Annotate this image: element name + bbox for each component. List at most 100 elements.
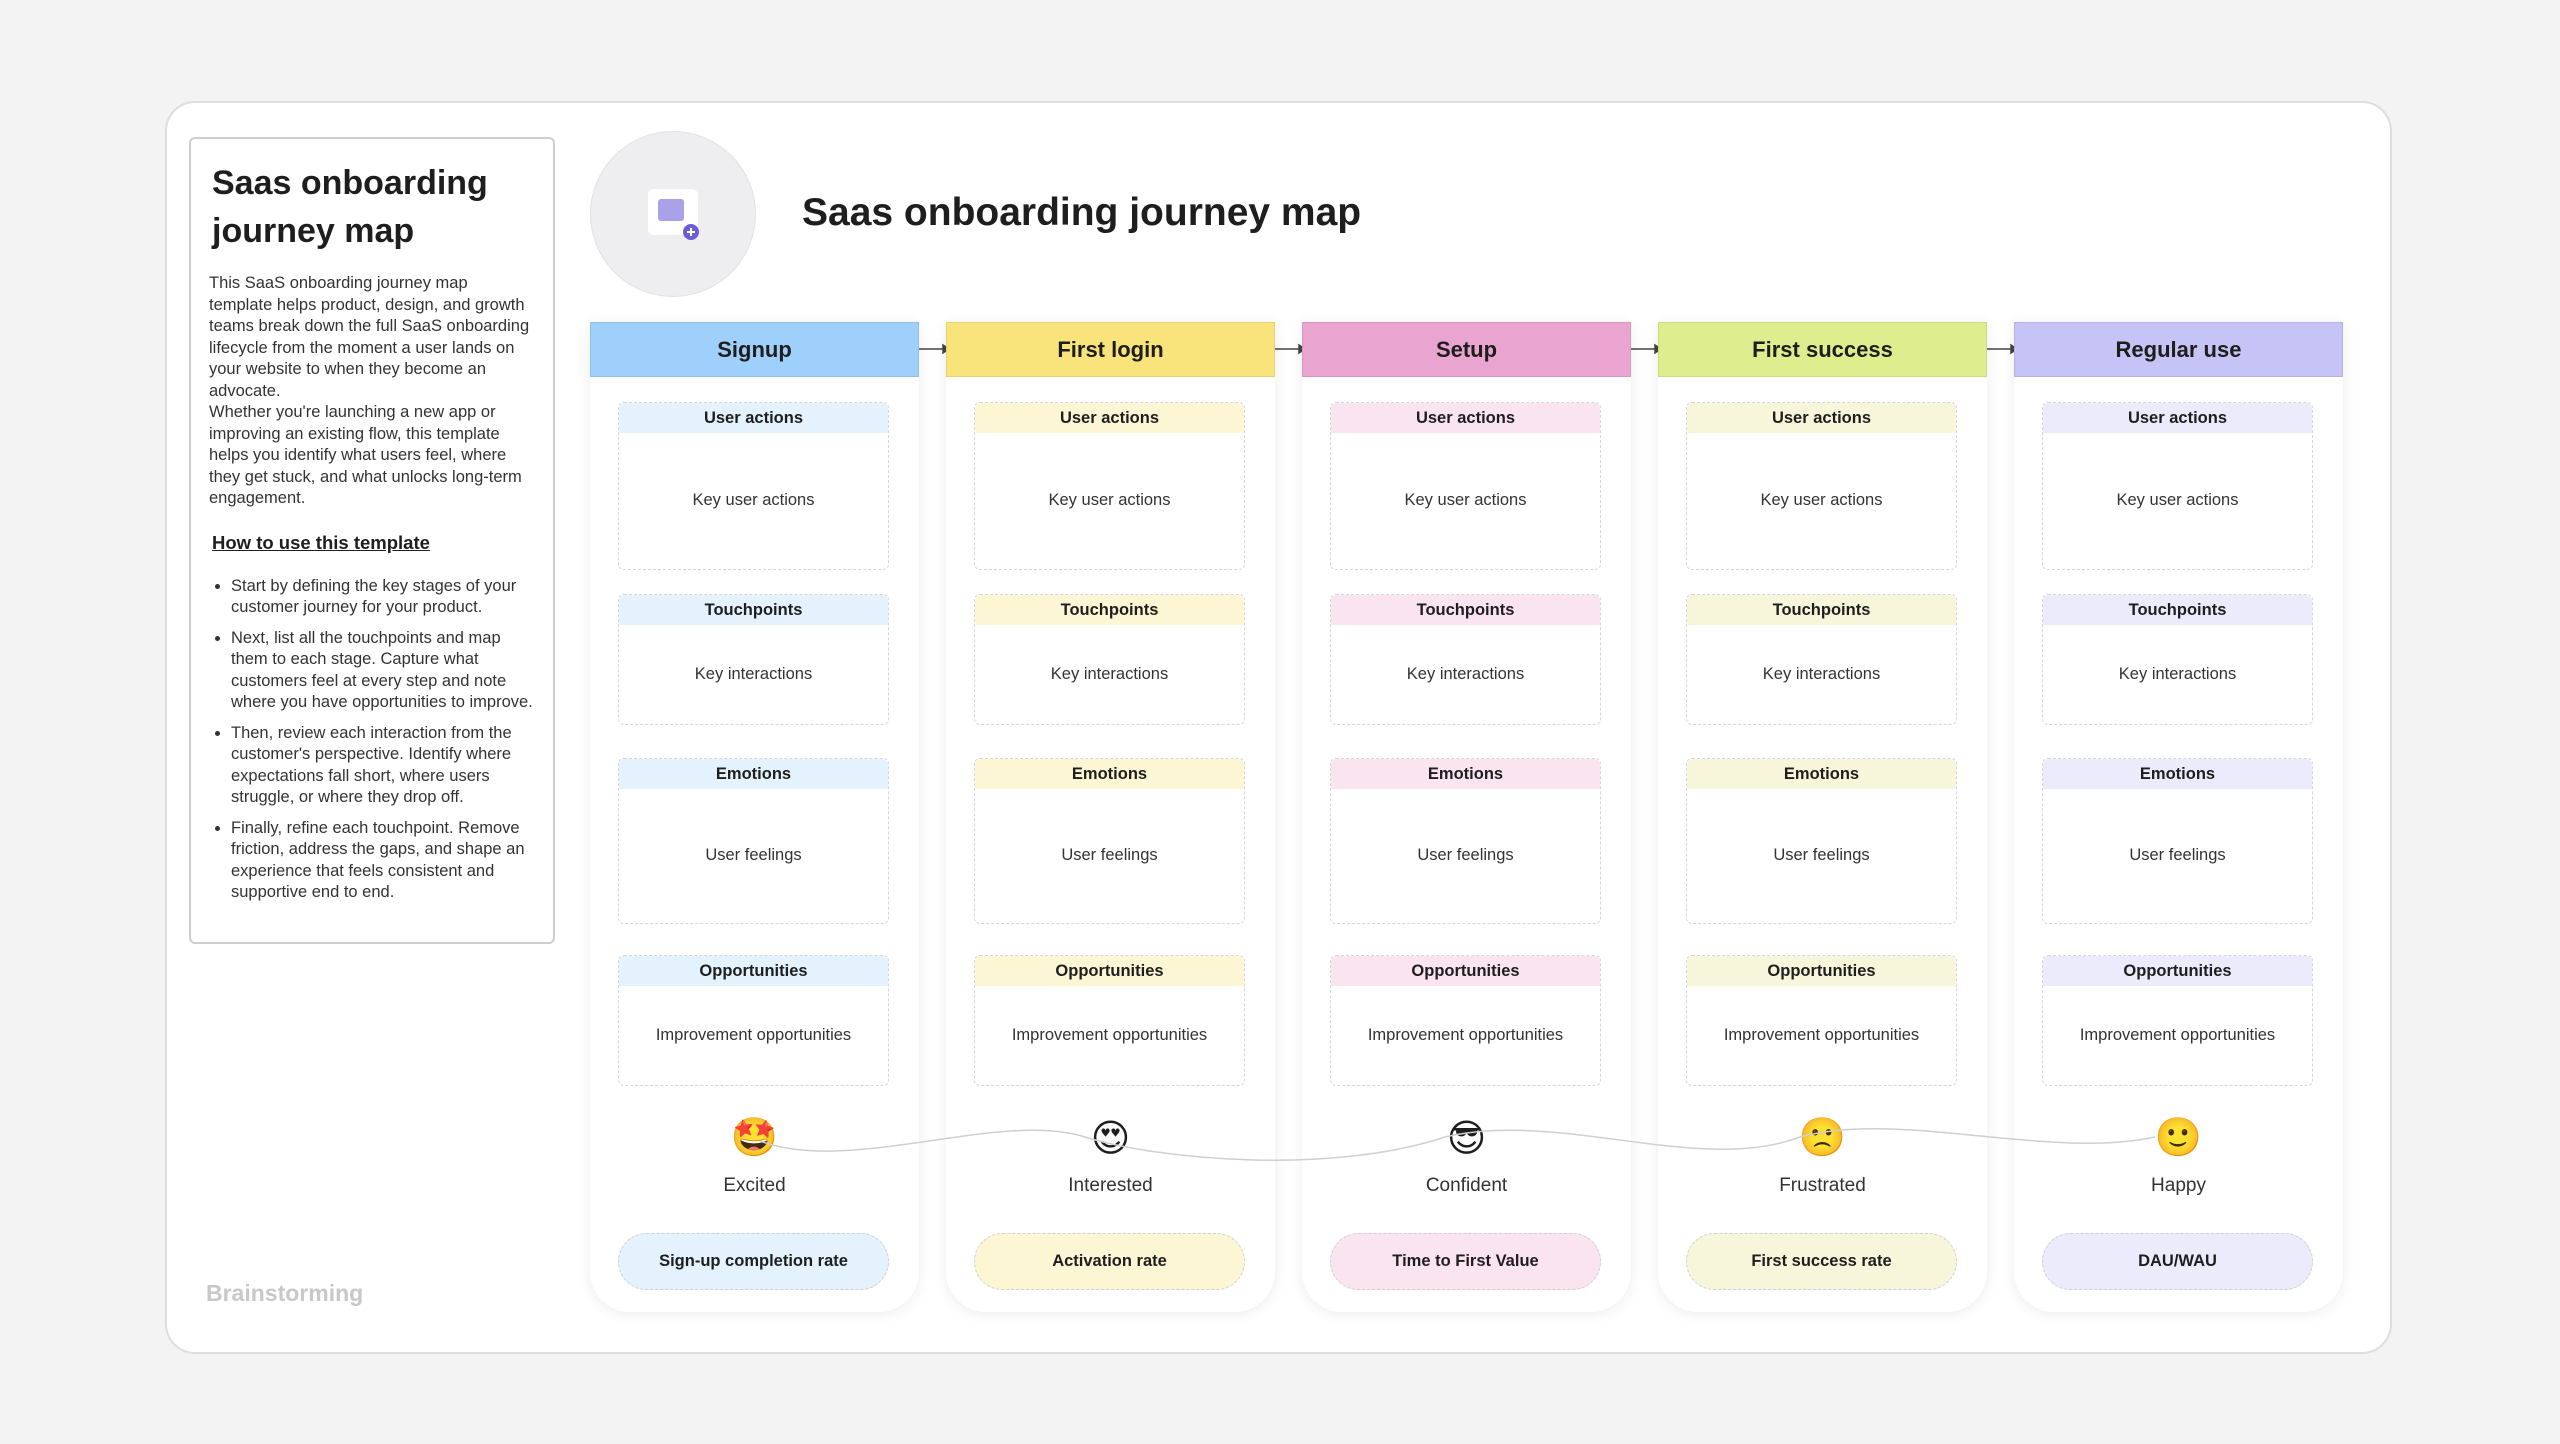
- section-card: Opportunities Improvement opportunities: [618, 955, 889, 1086]
- metric-pill: First success rate: [1686, 1233, 1957, 1290]
- section-body: Key user actions: [1760, 491, 1883, 509]
- section-card: Emotions User feelings: [1686, 758, 1957, 924]
- section-card: User actions Key user actions: [2042, 402, 2313, 570]
- stage-header: Setup: [1302, 322, 1631, 377]
- metric-pill: Time to First Value: [1330, 1233, 1601, 1290]
- section-body: Key user actions: [2116, 491, 2239, 509]
- section-card: User actions Key user actions: [1686, 402, 1957, 570]
- section-body: Key interactions: [1406, 664, 1525, 683]
- section-title: User actions: [975, 403, 1244, 433]
- section-body: User feelings: [1417, 846, 1514, 864]
- metric-pill: Sign-up completion rate: [618, 1233, 889, 1290]
- section-card: Touchpoints Key interactions: [974, 594, 1245, 725]
- section-body: Improvement opportunities: [2079, 1025, 2276, 1044]
- section-body: User feelings: [705, 846, 802, 864]
- section-title: Emotions: [975, 759, 1244, 789]
- section-title: User actions: [2043, 403, 2312, 433]
- section-body: Key interactions: [1050, 664, 1169, 683]
- section-title: Opportunities: [619, 956, 888, 986]
- stage-header: Regular use: [2014, 322, 2343, 377]
- section-card: Opportunities Improvement opportunities: [1330, 955, 1601, 1086]
- image-icon: [648, 189, 699, 240]
- section-body: Key user actions: [1048, 491, 1171, 509]
- steps: Start by defining the key stages of your…: [209, 576, 535, 904]
- section-body: Key user actions: [1404, 491, 1527, 509]
- emotion-label: Happy: [2151, 1175, 2206, 1196]
- section-body: Key user actions: [692, 491, 815, 509]
- step: Next, list all the touchpoints and map t…: [231, 628, 535, 714]
- section-card: Emotions User feelings: [2042, 758, 2313, 924]
- stage-header: First success: [1658, 322, 1987, 377]
- section-title: User actions: [1687, 403, 1956, 433]
- stage-column: Regular use User actions Key user actions T…: [2014, 322, 2343, 1312]
- section-title: User actions: [1331, 403, 1600, 433]
- section-title: Touchpoints: [2043, 595, 2312, 625]
- section-title: Opportunities: [975, 956, 1244, 986]
- section-title: Touchpoints: [1331, 595, 1600, 625]
- section-title: Emotions: [1687, 759, 1956, 789]
- emotion-label: Confident: [1425, 1175, 1508, 1196]
- stage-column: First success User actions Key user action…: [1658, 322, 1987, 1312]
- sidebar-title: Saas onboarding journey map: [212, 164, 488, 250]
- stage-column: Setup User actions Key user actions Touchpo…: [1302, 322, 1631, 1312]
- section-title: Touchpoints: [619, 595, 888, 625]
- section-title: Emotions: [2043, 759, 2312, 789]
- sidebar: Saas onboarding journey map This SaaS on…: [189, 137, 555, 944]
- metric-pill: DAU/WAU: [2042, 1233, 2313, 1290]
- section-title: Emotions: [1331, 759, 1600, 789]
- section-card: Opportunities Improvement opportunities: [2042, 955, 2313, 1086]
- section-card: Opportunities Improvement opportunities: [974, 955, 1245, 1086]
- section-card: Touchpoints Key interactions: [1686, 594, 1957, 725]
- step: Finally, refine each touchpoint. Remove …: [231, 818, 535, 904]
- section-body: User feelings: [1773, 846, 1870, 864]
- section-card: Touchpoints Key interactions: [2042, 594, 2313, 725]
- emoji: 😍: [1090, 1118, 1131, 1160]
- section-card: User actions Key user actions: [618, 402, 889, 570]
- emotion-label: Excited: [723, 1175, 786, 1196]
- section-title: Opportunities: [1687, 956, 1956, 986]
- emoji: 🙁: [1798, 1117, 1847, 1159]
- section-title: User actions: [619, 403, 888, 433]
- section-card: Emotions User feelings: [1330, 758, 1601, 924]
- section-body: Key interactions: [1762, 664, 1881, 683]
- paragraph: This SaaS onboarding journey map templat…: [209, 274, 530, 400]
- section-title: Emotions: [619, 759, 888, 789]
- section-card: Touchpoints Key interactions: [618, 594, 889, 725]
- section-body: Improvement opportunities: [655, 1025, 852, 1044]
- section-title: Touchpoints: [975, 595, 1244, 625]
- metric-pill: Activation rate: [974, 1233, 1245, 1290]
- section-title: Touchpoints: [1687, 595, 1956, 625]
- section-card: User actions Key user actions: [1330, 402, 1601, 570]
- image-placeholder[interactable]: [590, 131, 756, 297]
- section-title: Opportunities: [1331, 956, 1600, 986]
- section-body: Key interactions: [2118, 664, 2237, 683]
- section-card: User actions Key user actions: [974, 402, 1245, 570]
- how-to-title: How to use this template: [212, 531, 430, 553]
- stage-column: First login User actions Key user actions T…: [946, 322, 1275, 1312]
- section-body: Improvement opportunities: [1367, 1025, 1564, 1044]
- section-card: Emotions User feelings: [618, 758, 889, 924]
- stage-header: Signup: [590, 322, 919, 377]
- step: Start by defining the key stages of your…: [231, 576, 535, 619]
- emotion-label: Interested: [1068, 1175, 1153, 1196]
- section-card: Emotions User feelings: [974, 758, 1245, 924]
- section-body: User feelings: [2129, 846, 2226, 864]
- emoji: 🙂: [2154, 1117, 2203, 1159]
- section-title: Opportunities: [2043, 956, 2312, 986]
- section-body: Improvement opportunities: [1723, 1025, 1920, 1044]
- section-body: Key interactions: [694, 664, 813, 683]
- emoji: 😎: [1446, 1118, 1487, 1160]
- section-card: Touchpoints Key interactions: [1330, 594, 1601, 725]
- paragraph: Whether you're launching a new app or im…: [209, 403, 522, 507]
- stage-header: First login: [946, 322, 1275, 377]
- page-title: Saas onboarding journey map: [802, 191, 1362, 234]
- step: Then, review each interaction from the c…: [231, 723, 535, 809]
- emoji: 🤩: [730, 1117, 779, 1159]
- section-card: Opportunities Improvement opportunities: [1686, 955, 1957, 1086]
- footer-label: Brainstorming: [206, 1280, 364, 1306]
- section-body: Improvement opportunities: [1011, 1025, 1208, 1044]
- emotion-label: Frustrated: [1779, 1175, 1866, 1196]
- section-body: User feelings: [1061, 846, 1158, 864]
- stage-column: Signup User actions Key user actions Touchp…: [590, 322, 919, 1312]
